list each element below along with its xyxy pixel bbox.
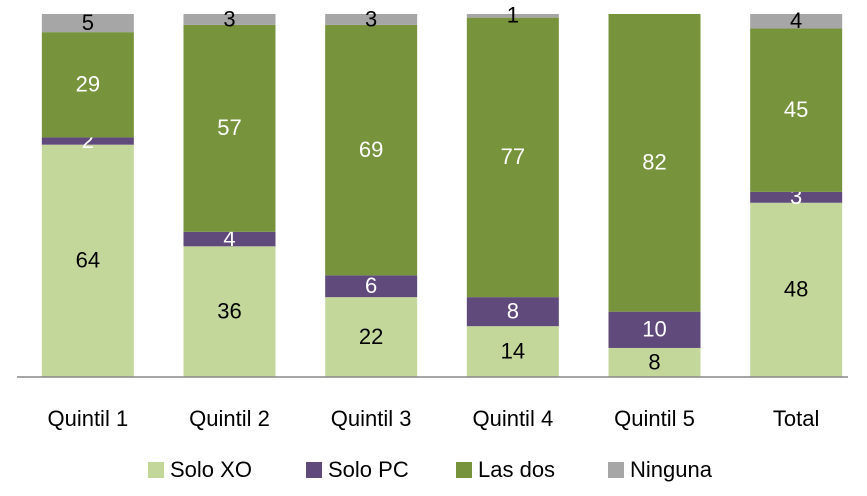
bar-segment: [325, 14, 418, 25]
bar-segment: [466, 297, 559, 327]
bar-segment: [608, 311, 701, 348]
bar-segment: [750, 28, 843, 192]
data-label: 1: [507, 3, 519, 28]
bar-segment: [41, 32, 134, 138]
bar-segment: [41, 144, 134, 377]
bar-segment: [608, 347, 701, 377]
data-label: 5: [82, 10, 94, 35]
data-label: 6: [365, 273, 377, 298]
data-label: 64: [76, 248, 100, 273]
x-tick-label: Quintil 2: [189, 406, 270, 431]
bar-segment: [608, 14, 701, 312]
data-label: 14: [501, 338, 525, 363]
bar-segment: [325, 297, 418, 377]
legend-swatch: [148, 462, 164, 478]
data-label: 57: [217, 115, 241, 140]
bar-segment: [466, 17, 559, 298]
bar-segment: [750, 191, 843, 203]
x-tick-label: Quintil 3: [331, 406, 412, 431]
legend-swatch: [608, 462, 624, 478]
bar-segment: [750, 14, 843, 29]
bar-segment: [750, 202, 843, 377]
data-label: 82: [642, 150, 666, 175]
x-tick-label: Quintil 4: [472, 406, 553, 431]
data-label: 22: [359, 324, 383, 349]
data-label: 4: [790, 8, 802, 33]
x-tick-label: Total: [773, 406, 819, 431]
bar-segment: [466, 326, 559, 377]
bar-segment: [466, 14, 559, 18]
bar-segment: [325, 24, 418, 276]
legend-swatch: [306, 462, 322, 478]
bar-segment: [183, 14, 276, 25]
data-label: 8: [507, 298, 519, 323]
data-label: 8: [648, 349, 660, 374]
legend-label: Las dos: [478, 457, 555, 482]
data-label: 69: [359, 137, 383, 162]
bar-segment: [183, 231, 276, 247]
x-tick-label: Quintil 1: [47, 406, 128, 431]
data-label: 77: [501, 144, 525, 169]
data-label: 10: [642, 317, 666, 342]
data-label: 36: [217, 298, 241, 323]
legend-swatch: [456, 462, 472, 478]
x-tick-label: Quintil 5: [614, 406, 695, 431]
legend-label: Solo PC: [328, 457, 409, 482]
legend-label: Solo XO: [170, 457, 252, 482]
data-label: 4: [223, 226, 235, 251]
data-label: 3: [223, 6, 235, 31]
bar-segment: [41, 14, 134, 33]
data-label: 3: [365, 6, 377, 31]
bar-segment: [183, 246, 276, 377]
data-label: 29: [76, 72, 100, 97]
bar-segment: [325, 275, 418, 298]
data-label: 45: [784, 97, 808, 122]
data-label: 48: [784, 277, 808, 302]
bar-segment: [41, 137, 134, 145]
legend-label: Ninguna: [630, 457, 713, 482]
bar-segment: [183, 24, 276, 232]
